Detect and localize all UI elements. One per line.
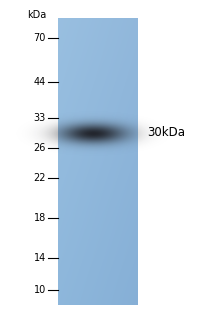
Text: 26: 26 xyxy=(33,143,46,153)
Text: 10: 10 xyxy=(34,285,46,295)
Text: 44: 44 xyxy=(34,77,46,87)
Text: 33: 33 xyxy=(34,113,46,123)
Text: 14: 14 xyxy=(34,253,46,263)
Text: 70: 70 xyxy=(33,33,46,43)
Text: kDa: kDa xyxy=(27,10,46,20)
Text: 30kDa: 30kDa xyxy=(146,126,184,139)
Text: 22: 22 xyxy=(33,173,46,183)
Text: 18: 18 xyxy=(34,213,46,223)
